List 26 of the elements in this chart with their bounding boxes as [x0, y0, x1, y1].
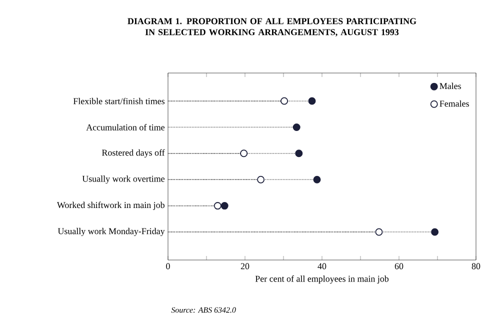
point — [240, 150, 248, 158]
y-tick-label: Usually work Monday-Friday — [58, 228, 165, 236]
point — [220, 202, 228, 210]
y-tick-label: Accumulation of time — [86, 124, 165, 130]
y-tick-label: Worked shiftwork in main job — [56, 202, 164, 210]
point — [313, 176, 321, 184]
point — [295, 150, 303, 158]
point — [431, 228, 439, 236]
chart-title: DIAGRAM 1. PROPORTION OF ALL EMPLOYEES PARTICIPATING IN SELECTED WORKING ARRANGEMENTS, AUGUST 1993 — [128, 18, 416, 36]
point — [280, 97, 288, 105]
point — [214, 202, 222, 210]
x-tick-label: 20 — [240, 263, 250, 270]
legend-label: Males — [440, 82, 461, 90]
x-axis-title: Per cent of all employees in main job — [255, 275, 389, 284]
point — [308, 97, 316, 105]
point — [257, 176, 265, 184]
y-tick-label: Usually work overtime — [82, 176, 165, 184]
y-tick-label: Rostered days off — [102, 149, 165, 158]
x-tick-label: 40 — [318, 263, 326, 270]
legend-label: Females — [440, 100, 469, 107]
x-tick-label: 80 — [472, 263, 480, 270]
x-tick-label: 60 — [394, 263, 404, 270]
point — [375, 228, 383, 236]
point — [292, 123, 300, 131]
x-tick-label: 0 — [166, 263, 170, 270]
y-tick-label: Flexible start/finish times — [73, 98, 165, 104]
